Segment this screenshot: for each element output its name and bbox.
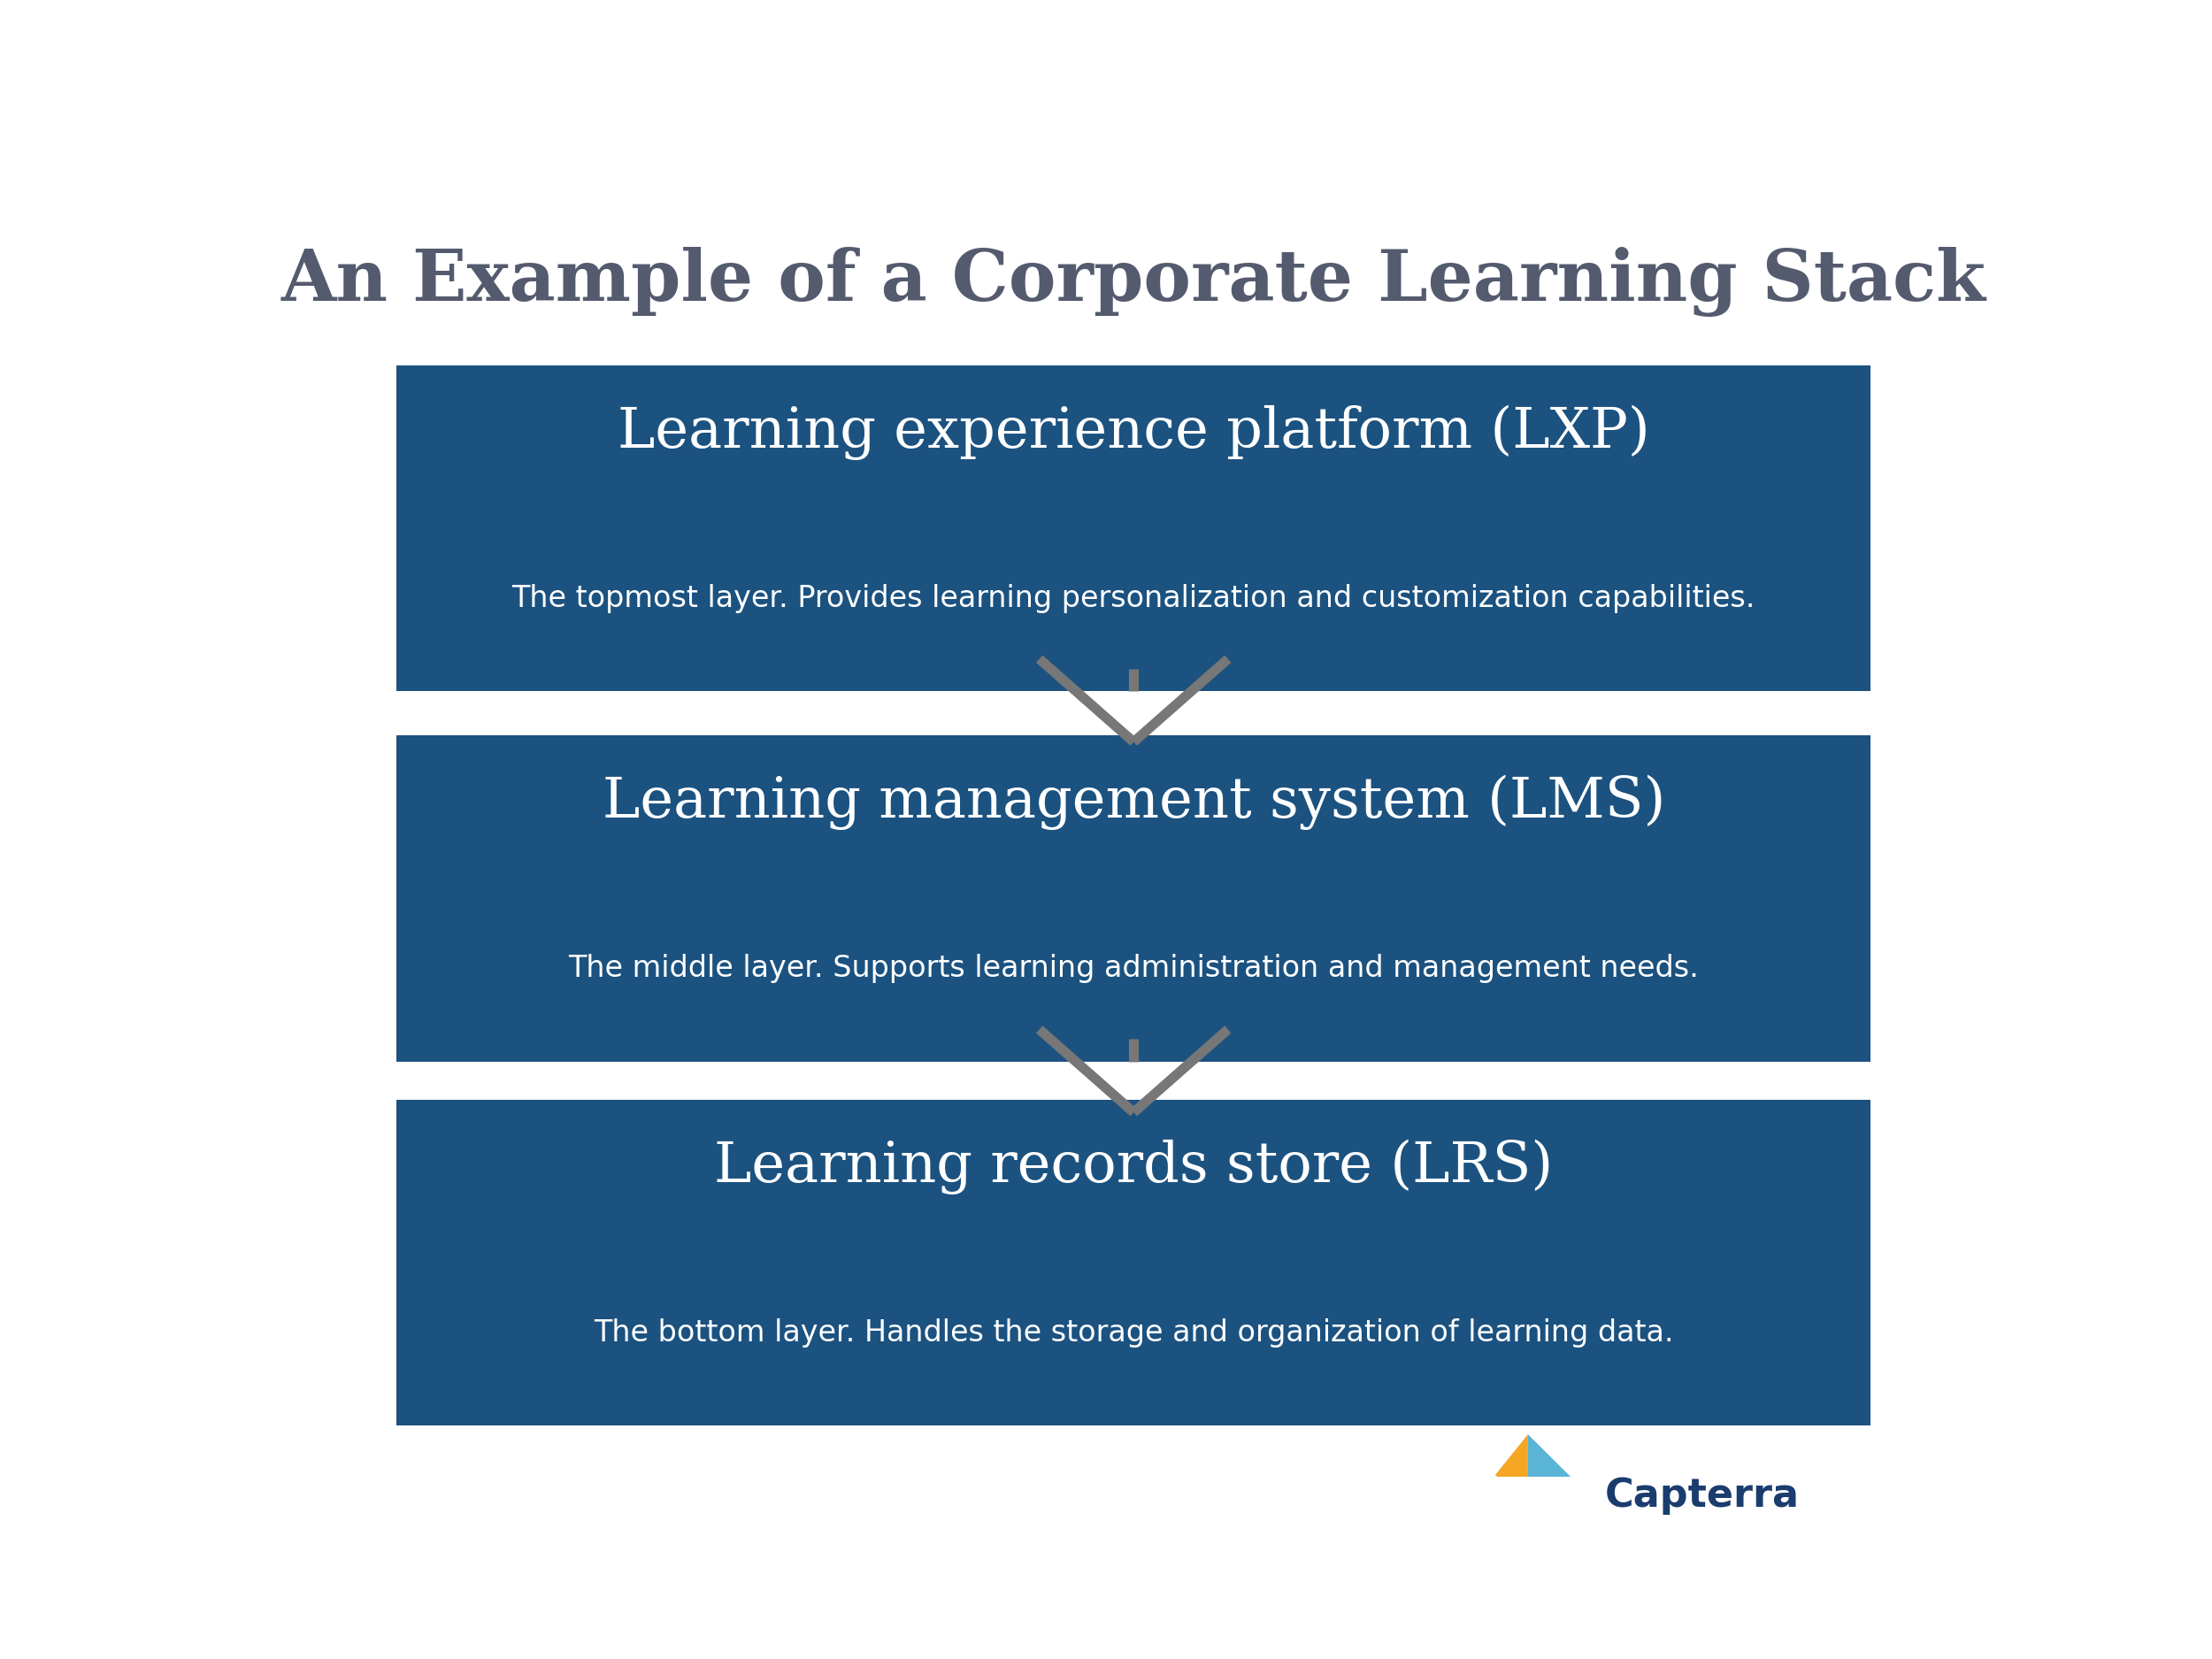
FancyBboxPatch shape [396,735,1871,1062]
Text: The middle layer. Supports learning administration and management needs.: The middle layer. Supports learning admi… [568,954,1699,984]
Text: The topmost layer. Provides learning personalization and customization capabilit: The topmost layer. Provides learning per… [511,584,1756,612]
Text: Learning management system (LMS): Learning management system (LMS) [602,775,1666,830]
Text: Learning experience platform (LXP): Learning experience platform (LXP) [617,405,1650,460]
Text: Capterra: Capterra [1606,1477,1801,1515]
Polygon shape [1511,1496,1590,1569]
Text: The bottom layer. Handles the storage and organization of learning data.: The bottom layer. Handles the storage an… [593,1319,1674,1347]
Polygon shape [1528,1435,1590,1496]
FancyBboxPatch shape [396,1100,1871,1425]
Text: An Example of a Corporate Learning Stack: An Example of a Corporate Learning Stack [281,247,1986,317]
FancyBboxPatch shape [396,365,1871,690]
Polygon shape [1495,1491,1528,1569]
Polygon shape [1495,1435,1528,1496]
Text: Learning records store (LRS): Learning records store (LRS) [714,1140,1553,1194]
